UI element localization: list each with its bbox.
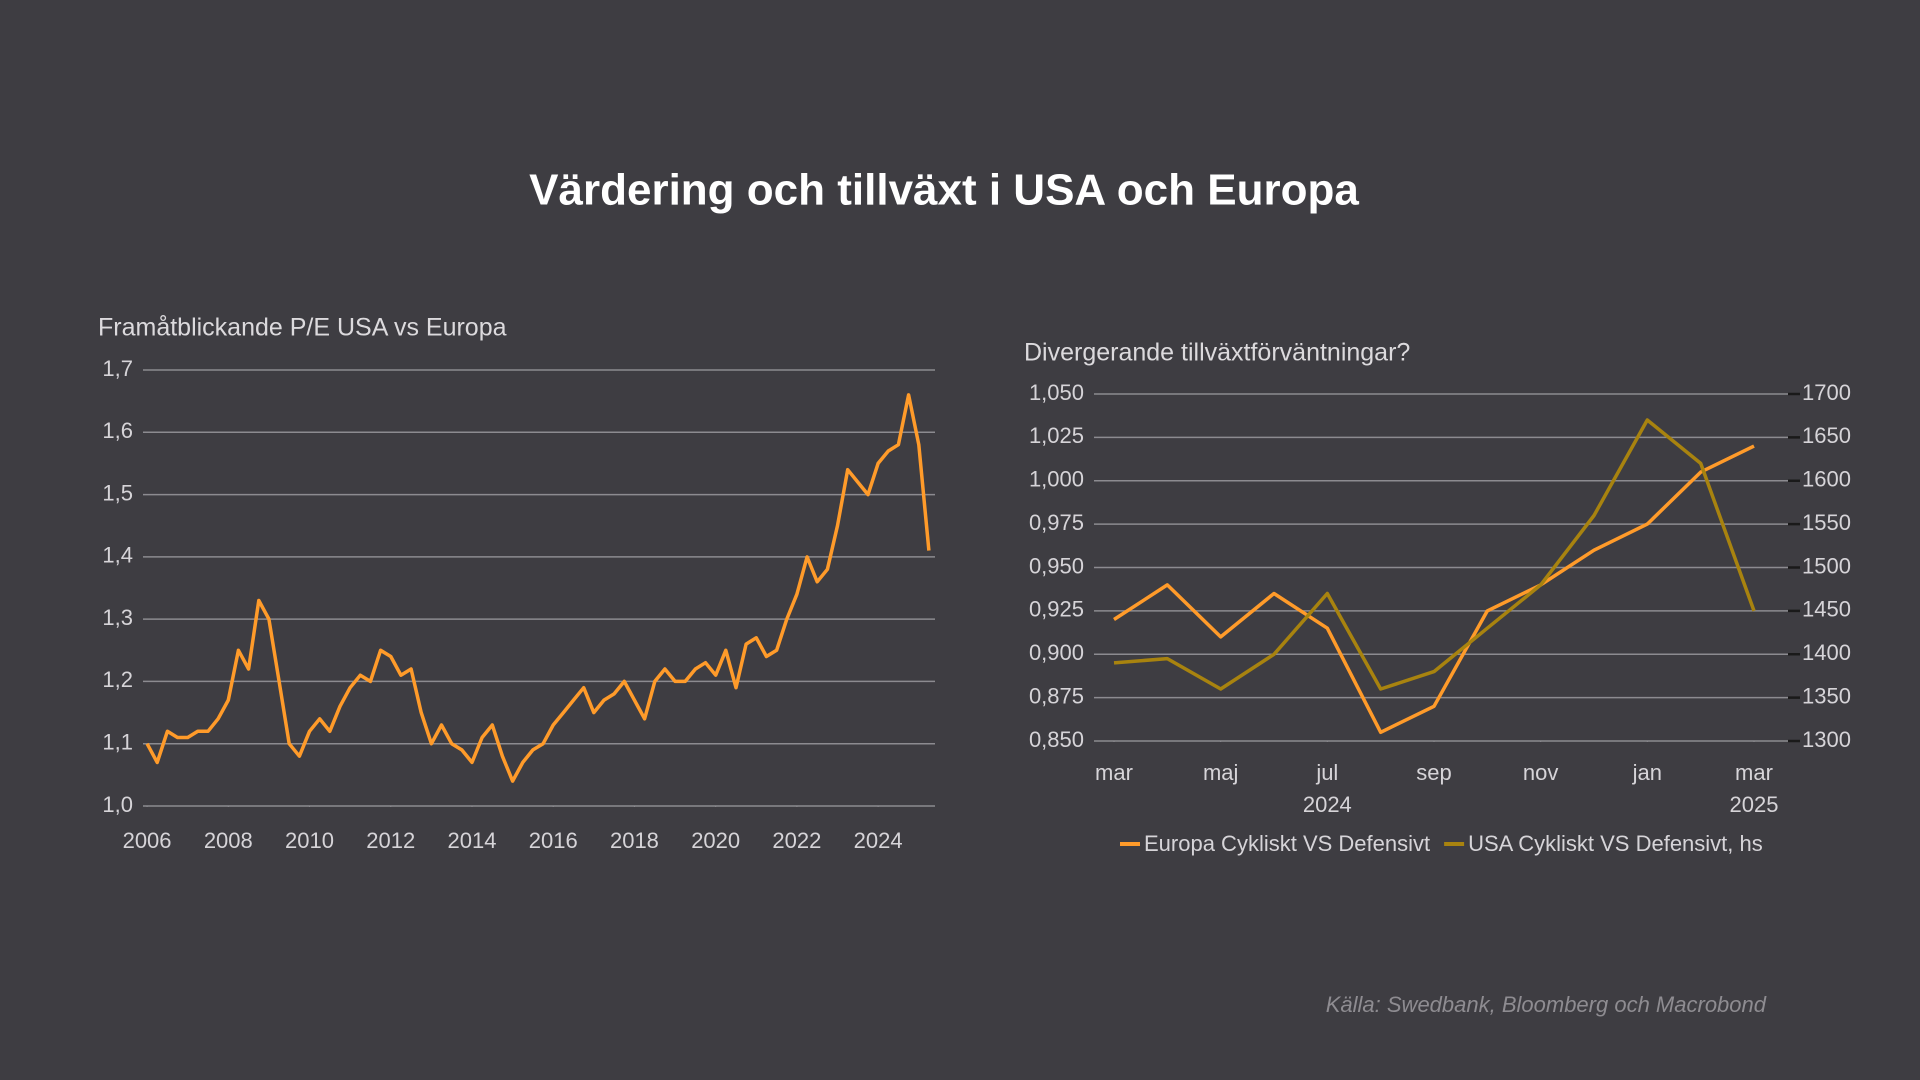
x-tick-label: 2008 (204, 828, 253, 853)
y2-tick-label: 1500 (1802, 553, 1851, 578)
chart-title: Framåtblickande P/E USA vs Europa (98, 314, 507, 342)
x-year-label: 2024 (1303, 792, 1352, 817)
y2-tick-label: 1600 (1802, 467, 1851, 492)
x-tick-label: 2014 (448, 828, 497, 853)
chart-title: Divergerande tillväxtförväntningar? (1024, 339, 1410, 367)
x-tick-label: jul (1315, 760, 1338, 785)
y-tick-label: 0,925 (1029, 597, 1084, 622)
y-tick-label: 0,975 (1029, 510, 1084, 535)
source: Källa: Swedbank, Bloomberg och Macrobond (1326, 992, 1767, 1017)
x-tick-label: 2018 (610, 828, 659, 853)
y2-tick-label: 1450 (1802, 597, 1851, 622)
y-tick-label: 1,2 (102, 667, 133, 692)
y-tick-label: 0,950 (1029, 553, 1084, 578)
x-tick-label: jan (1632, 760, 1662, 785)
legend-label: USA Cykliskt VS Defensivt, hs (1468, 831, 1763, 856)
y-tick-label: 1,5 (102, 480, 133, 505)
y-tick-label: 1,6 (102, 418, 133, 443)
x-tick-label: nov (1523, 760, 1558, 785)
y-tick-label: 1,025 (1029, 423, 1084, 448)
data-line (1113, 418, 1756, 691)
y2-tick-label: 1350 (1802, 683, 1851, 708)
y2-tick-label: 1700 (1802, 380, 1851, 405)
x-tick-label: 2022 (772, 828, 821, 853)
y-tick-label: 1,4 (102, 543, 133, 568)
x-tick-label: 2010 (285, 828, 334, 853)
slide-title: Värdering och tillväxt i USA och Europa (529, 166, 1359, 215)
y-tick-label: 1,0 (102, 792, 133, 817)
y-tick-label: 1,1 (102, 730, 133, 755)
x-tick-label: mar (1735, 760, 1773, 785)
y-tick-label: 0,875 (1029, 683, 1084, 708)
y-tick-label: 1,3 (102, 605, 133, 630)
x-tick-label: 2016 (529, 828, 578, 853)
y-tick-label: 0,850 (1029, 727, 1084, 752)
data-line (145, 393, 931, 783)
y-tick-label: 1,000 (1029, 467, 1084, 492)
y2-tick-label: 1650 (1802, 423, 1851, 448)
y2-tick-label: 1400 (1802, 640, 1851, 665)
x-tick-label: mar (1095, 760, 1133, 785)
x-tick-label: 2024 (854, 828, 903, 853)
x-tick-label: 2012 (366, 828, 415, 853)
x-tick-label: 2020 (691, 828, 740, 853)
y-tick-label: 1,7 (102, 356, 133, 381)
x-tick-label: maj (1203, 760, 1238, 785)
y-tick-label: 1,050 (1029, 380, 1084, 405)
y2-tick-label: 1300 (1802, 727, 1851, 752)
x-year-label: 2025 (1730, 792, 1779, 817)
y2-tick-label: 1550 (1802, 510, 1851, 535)
data-line (1113, 444, 1755, 735)
x-tick-label: 2006 (123, 828, 172, 853)
y-tick-label: 0,900 (1029, 640, 1084, 665)
legend-label: Europa Cykliskt VS Defensivt (1144, 831, 1430, 856)
x-tick-label: sep (1416, 760, 1451, 785)
